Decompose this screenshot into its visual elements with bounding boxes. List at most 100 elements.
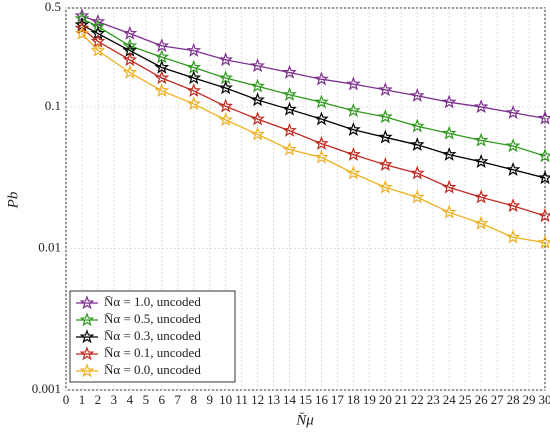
star-marker (250, 78, 265, 93)
star-marker (537, 170, 550, 185)
star-marker (473, 154, 489, 168)
y-axis-label: Pb (5, 191, 21, 209)
x-tick-label: 15 (299, 392, 312, 407)
x-tick-label: 12 (251, 392, 264, 407)
x-tick-label: 9 (206, 392, 213, 407)
x-tick-label: 24 (443, 392, 457, 407)
x-tick-label: 29 (523, 392, 536, 407)
star-marker (74, 25, 90, 40)
star-marker (218, 80, 233, 95)
star-marker (346, 76, 361, 91)
star-marker (409, 189, 425, 204)
star-marker (537, 148, 550, 163)
star-marker (74, 20, 90, 35)
x-tick-label: 10 (219, 392, 232, 407)
star-marker (122, 52, 138, 67)
star-marker (154, 83, 170, 98)
star-marker (314, 94, 329, 109)
star-marker (473, 99, 489, 114)
legend-label: N̄α = 0.5, uncoded (104, 311, 201, 326)
star-marker (378, 179, 393, 194)
star-marker (314, 135, 329, 150)
star-marker (186, 70, 202, 85)
star-marker (409, 137, 425, 152)
star-marker (282, 101, 297, 116)
star-marker (282, 141, 297, 156)
y-tick-label: 0.001 (32, 381, 61, 396)
y-tick-label: 0.5 (45, 0, 61, 14)
star-marker (378, 109, 393, 124)
legend: N̄α = 1.0, uncoded N̄α = 0.5, uncoded N̄α … (69, 290, 236, 383)
star-marker (186, 83, 202, 98)
x-tick-label: 7 (175, 392, 182, 407)
x-tick-label: 1 (79, 392, 86, 407)
y-tick-label: 0.01 (38, 239, 61, 254)
star-marker (409, 118, 425, 133)
star-marker (441, 125, 457, 140)
star-marker (90, 14, 106, 28)
star-marker (154, 38, 170, 53)
star-marker (473, 189, 489, 204)
x-tick-label: 17 (331, 392, 345, 407)
star-marker (505, 162, 521, 176)
star-marker (154, 59, 170, 74)
x-tick-label: 6 (159, 392, 166, 407)
star-marker (218, 98, 233, 113)
x-tick-label: 19 (363, 392, 376, 407)
x-tick-label: 14 (283, 392, 297, 407)
x-tick-label: 11 (235, 392, 248, 407)
star-marker (441, 179, 457, 194)
star-marker (441, 204, 457, 219)
series-line (81, 18, 546, 157)
star-marker (505, 229, 521, 244)
star-marker (154, 70, 170, 85)
x-tick-label: 22 (411, 392, 424, 407)
series-line (81, 15, 546, 120)
star-marker (314, 71, 329, 86)
x-tick-label: 16 (315, 392, 329, 407)
legend-label: N̄α = 0.0, uncoded (104, 362, 201, 377)
star-marker (378, 129, 393, 144)
star-marker (90, 42, 106, 57)
star-marker (537, 234, 550, 249)
star-marker (122, 38, 138, 53)
star-marker (505, 105, 521, 119)
star-marker (378, 157, 393, 172)
x-axis-label: N̄μ (295, 412, 314, 428)
x-tick-label: 25 (459, 392, 472, 407)
y-tick-label: 0.1 (45, 98, 61, 113)
star-marker (122, 25, 138, 40)
x-tick-label: 5 (143, 392, 150, 407)
star-marker (314, 111, 329, 126)
star-marker (282, 86, 297, 101)
legend-marker (79, 346, 95, 361)
star-marker (186, 96, 202, 111)
x-tick-label: 13 (267, 392, 280, 407)
star-marker (378, 82, 393, 97)
x-tick-label: 3 (111, 392, 118, 407)
star-marker (441, 94, 457, 109)
legend-marker (79, 363, 95, 378)
star-marker (250, 92, 265, 107)
star-marker (346, 165, 361, 180)
legend-label: N̄α = 0.3, uncoded (104, 328, 201, 343)
series-line (81, 27, 546, 217)
star-marker (505, 138, 521, 153)
x-tick-label: 21 (395, 392, 408, 407)
star-marker (473, 132, 489, 147)
legend-marker (79, 295, 95, 310)
star-marker (186, 42, 202, 57)
legend-marker (79, 329, 95, 344)
star-marker (154, 49, 170, 64)
star-marker (441, 146, 457, 161)
x-tick-label: 23 (427, 392, 440, 407)
star-marker (282, 64, 297, 79)
x-tick-label: 2 (95, 392, 102, 407)
x-tick-label: 4 (127, 392, 134, 407)
star-marker (250, 126, 265, 141)
star-marker (250, 111, 265, 126)
x-tick-label: 30 (539, 392, 550, 407)
x-tick-label: 26 (475, 392, 489, 407)
series-line (81, 33, 546, 244)
